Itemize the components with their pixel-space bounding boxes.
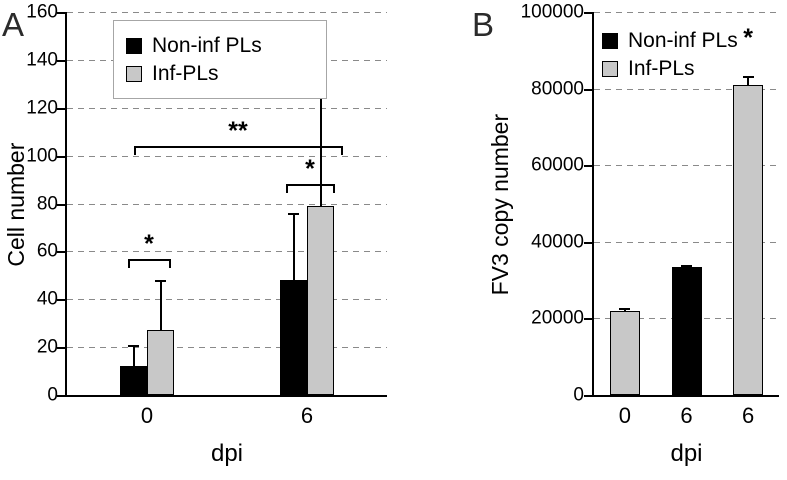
y-tick-label: 40: [36, 288, 58, 310]
panel-a-y-tick-labels: 0 20 40 60 80 100 120 140 160: [12, 3, 58, 405]
y-tick-label: 60: [36, 240, 58, 262]
legend-label: Inf-PLs: [628, 57, 695, 81]
x-tick-label: 6: [742, 403, 755, 428]
gridline: [67, 155, 387, 157]
gridline: [67, 12, 387, 13]
legend-item: Non-inf PLs: [126, 34, 314, 57]
y-tick-mark: [57, 299, 65, 302]
panel-b-x-tick-labels: 0 6 6: [594, 399, 779, 431]
y-tick-mark: [57, 347, 65, 350]
bar: [307, 205, 334, 395]
legend-label: Non-inf PLs: [628, 29, 738, 52]
significance-bracket: [285, 184, 335, 194]
bar: [280, 280, 307, 395]
panel-b-plot-area: *: [584, 12, 779, 397]
error-bar-cap: [619, 307, 631, 310]
bar: [733, 84, 764, 395]
y-tick-label: 60000: [531, 154, 584, 176]
gridline: [594, 12, 779, 13]
gridline: [67, 347, 387, 349]
y-tick-label: 100000: [520, 1, 584, 23]
error-bar-cap: [742, 75, 754, 78]
panel-b-y-tick-labels: 0 20000 40000 60000 80000 100000: [510, 3, 584, 405]
bar: [147, 330, 174, 395]
legend-swatch: [602, 60, 618, 77]
gridline: [594, 241, 779, 243]
y-tick-mark: [57, 251, 65, 254]
panel-b-x-axis-title: dpi: [670, 440, 703, 467]
x-tick-label: 6: [680, 403, 693, 428]
gridline: [594, 88, 779, 90]
error-bar: [132, 344, 135, 367]
y-tick-label: 120: [26, 97, 58, 119]
error-bar-cap: [155, 280, 166, 283]
bar: [609, 310, 640, 395]
y-tick-mark: [57, 203, 65, 206]
panel-a-x-axis-title: dpi: [210, 440, 244, 467]
y-tick-label: 20000: [531, 307, 584, 329]
significance-bracket: [127, 258, 171, 268]
legend-item: Inf-PLs: [126, 62, 314, 85]
y-tick-mark: [584, 395, 592, 397]
y-tick-mark: [57, 107, 65, 110]
error-bar-cap: [128, 344, 139, 347]
significance-star: *: [305, 155, 315, 184]
legend-swatch: [602, 32, 618, 49]
error-bar: [747, 75, 750, 85]
y-tick-label: 140: [26, 49, 58, 71]
legend-swatch: [126, 37, 142, 54]
x-tick-label: 0: [140, 403, 154, 428]
bar: [671, 266, 702, 395]
error-bar-cap: [681, 264, 692, 267]
panel-b-legend: Non-inf PLs Inf-PLs: [602, 24, 738, 85]
legend-label: Non-inf PLs: [152, 34, 262, 57]
panel-a-legend: Non-inf PLs Inf-PLs: [113, 20, 327, 100]
legend-label: Inf-PLs: [152, 62, 219, 86]
y-tick-mark: [57, 59, 65, 62]
error-bar: [319, 52, 322, 206]
y-tick-label: 0: [573, 384, 584, 406]
y-tick-label: 80000: [531, 78, 584, 100]
y-tick-label: 80: [36, 193, 58, 214]
y-tick-label: 40000: [531, 231, 584, 253]
panel-a-plot-area: * * **: [57, 12, 387, 397]
y-tick-mark: [57, 155, 65, 158]
significance-star: *: [144, 229, 154, 258]
x-tick-label: 6: [300, 403, 314, 428]
y-tick-mark: [584, 318, 592, 321]
gridline: [594, 165, 779, 167]
y-tick-mark: [57, 12, 65, 14]
y-tick-label: 160: [26, 1, 58, 23]
legend-swatch: [126, 65, 142, 82]
y-tick-mark: [584, 241, 592, 244]
gridline: [67, 203, 387, 205]
y-tick-label: 100: [26, 145, 58, 167]
gridline: [67, 251, 387, 253]
panel-b-label: B: [472, 6, 495, 43]
panel-a-label: A: [2, 6, 25, 43]
y-tick-label: 20: [36, 336, 58, 358]
bar: [120, 366, 147, 395]
significance-star: **: [228, 117, 248, 146]
significance-star: *: [743, 23, 754, 52]
y-tick-mark: [584, 88, 592, 91]
gridline: [67, 299, 387, 301]
error-bar: [159, 280, 162, 331]
gridline: [67, 107, 387, 109]
legend-item: Non-inf PLs: [602, 29, 738, 52]
significance-bracket: [133, 146, 343, 156]
legend-item: Inf-PLs: [602, 57, 738, 80]
error-bar-cap: [288, 213, 299, 216]
y-tick-label: 0: [47, 384, 58, 406]
y-tick-mark: [584, 165, 592, 168]
error-bar: [292, 213, 295, 281]
y-tick-mark: [584, 12, 592, 14]
x-tick-label: 0: [618, 403, 631, 428]
y-tick-mark: [57, 395, 65, 397]
